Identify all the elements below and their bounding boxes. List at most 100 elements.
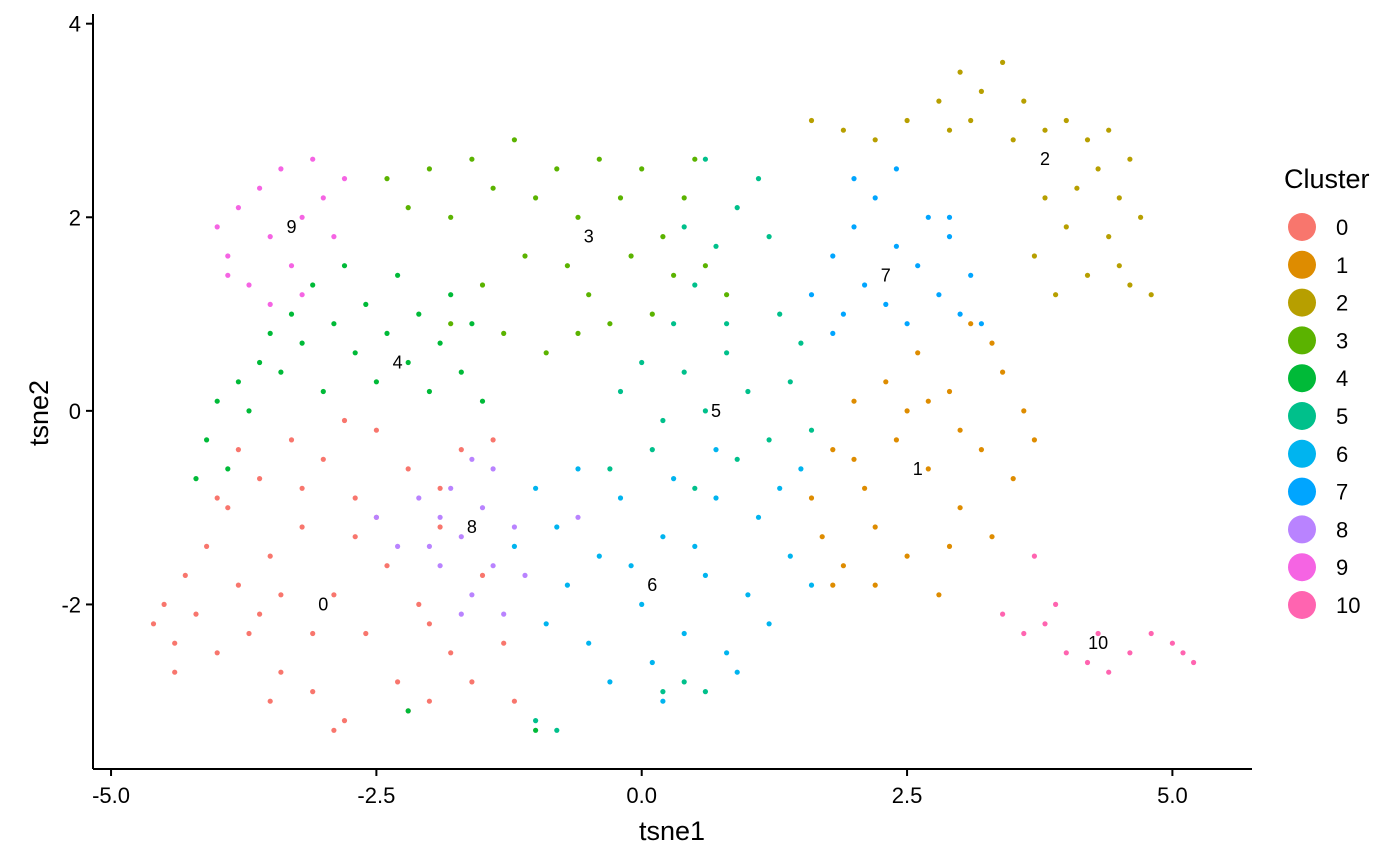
legend-item-2: 2 [1288, 288, 1348, 317]
point-cluster-5 [671, 321, 677, 327]
point-cluster-1 [893, 437, 900, 443]
point-cluster-7 [893, 166, 900, 172]
point-cluster-9 [288, 263, 295, 269]
point-cluster-4 [479, 398, 486, 404]
point-cluster-2 [1010, 137, 1016, 143]
point-cluster-0 [331, 592, 337, 598]
cluster-9-points [214, 156, 348, 307]
point-cluster-1 [819, 534, 825, 540]
x-axis-title: tsne1 [639, 816, 705, 846]
point-cluster-5 [755, 176, 762, 182]
point-cluster-2 [1053, 292, 1059, 298]
point-cluster-9 [235, 205, 241, 211]
point-cluster-0 [405, 466, 411, 472]
point-cluster-2 [957, 69, 963, 75]
point-cluster-6 [596, 553, 602, 559]
x-tick-label: 5.0 [1157, 783, 1188, 808]
x-tick-label: 0.0 [626, 783, 657, 808]
y-tick-label: 4 [69, 12, 81, 37]
point-cluster-2 [1063, 117, 1069, 124]
point-cluster-2 [1063, 224, 1069, 230]
point-cluster-2 [1106, 127, 1112, 133]
point-cluster-7 [904, 321, 910, 327]
cluster-label-3: 3 [584, 227, 594, 247]
point-cluster-1 [957, 505, 963, 511]
legend-swatch [1288, 439, 1316, 468]
point-cluster-0 [193, 611, 199, 617]
point-cluster-4 [416, 311, 422, 317]
point-cluster-1 [915, 350, 921, 356]
point-cluster-4 [278, 369, 284, 375]
point-cluster-3 [384, 176, 390, 182]
point-cluster-6 [511, 543, 517, 550]
point-cluster-5 [554, 727, 560, 733]
point-cluster-6 [543, 621, 549, 627]
point-cluster-4 [193, 476, 199, 482]
legend-swatch [1288, 477, 1316, 506]
cluster-label-4: 4 [393, 353, 403, 373]
point-cluster-4 [214, 398, 220, 404]
point-cluster-1 [904, 553, 910, 559]
point-cluster-8 [501, 611, 507, 617]
point-cluster-6 [777, 485, 783, 491]
point-cluster-2 [1042, 195, 1048, 201]
point-cluster-5 [766, 234, 772, 240]
point-cluster-0 [352, 534, 358, 540]
point-cluster-7 [830, 253, 836, 259]
point-cluster-3 [628, 253, 634, 259]
cluster-label-0: 0 [318, 594, 328, 614]
point-cluster-0 [341, 718, 348, 724]
point-cluster-9 [267, 301, 273, 307]
point-cluster-3 [554, 166, 560, 172]
point-cluster-10 [1021, 630, 1027, 637]
point-cluster-4 [257, 359, 263, 366]
legend-label: 0 [1336, 215, 1348, 240]
point-cluster-7 [936, 292, 942, 298]
point-cluster-3 [681, 195, 687, 201]
point-cluster-1 [1010, 476, 1016, 482]
point-cluster-4 [299, 340, 305, 346]
point-cluster-8 [575, 514, 581, 520]
point-cluster-0 [416, 601, 422, 608]
point-cluster-3 [660, 234, 666, 240]
point-cluster-4 [405, 359, 411, 366]
point-cluster-0 [182, 572, 188, 579]
point-cluster-0 [288, 437, 295, 443]
cluster-8-points [373, 456, 581, 617]
point-cluster-5 [724, 321, 730, 327]
cluster-labels-layer: 0 1 2 3 4 5 6 7 8 9 10 [286, 149, 1108, 653]
point-cluster-6 [724, 650, 730, 656]
legend-swatch [1288, 288, 1316, 317]
point-cluster-0 [267, 698, 273, 704]
point-cluster-3 [522, 253, 528, 259]
point-cluster-0 [469, 679, 475, 685]
point-cluster-6 [681, 630, 687, 637]
point-cluster-0 [490, 437, 496, 443]
point-cluster-1 [1000, 369, 1006, 375]
point-cluster-1 [1031, 437, 1037, 443]
point-cluster-3 [448, 321, 454, 327]
point-cluster-5 [649, 447, 655, 453]
point-cluster-6 [671, 476, 677, 482]
point-cluster-0 [395, 679, 401, 685]
point-cluster-2 [968, 117, 974, 124]
point-cluster-0 [310, 630, 316, 637]
point-cluster-4 [235, 379, 241, 385]
point-cluster-5 [766, 437, 772, 443]
point-cluster-0 [204, 543, 210, 550]
legend-swatch [1288, 326, 1316, 355]
point-cluster-3 [479, 282, 486, 288]
legend-item-9: 9 [1288, 553, 1348, 582]
point-cluster-2 [1148, 292, 1154, 298]
point-cluster-2 [808, 117, 815, 124]
point-cluster-4 [341, 263, 348, 269]
point-cluster-0 [352, 495, 358, 501]
point-cluster-5 [681, 679, 687, 685]
point-cluster-10 [1000, 611, 1006, 617]
points-layer [150, 59, 1197, 733]
point-cluster-6 [586, 640, 592, 646]
cluster-label-8: 8 [467, 517, 477, 537]
point-cluster-7 [957, 311, 963, 317]
point-cluster-4 [395, 272, 401, 278]
legend-items: 0 1 2 3 4 5 6 7 8 9 10 [1288, 213, 1360, 619]
